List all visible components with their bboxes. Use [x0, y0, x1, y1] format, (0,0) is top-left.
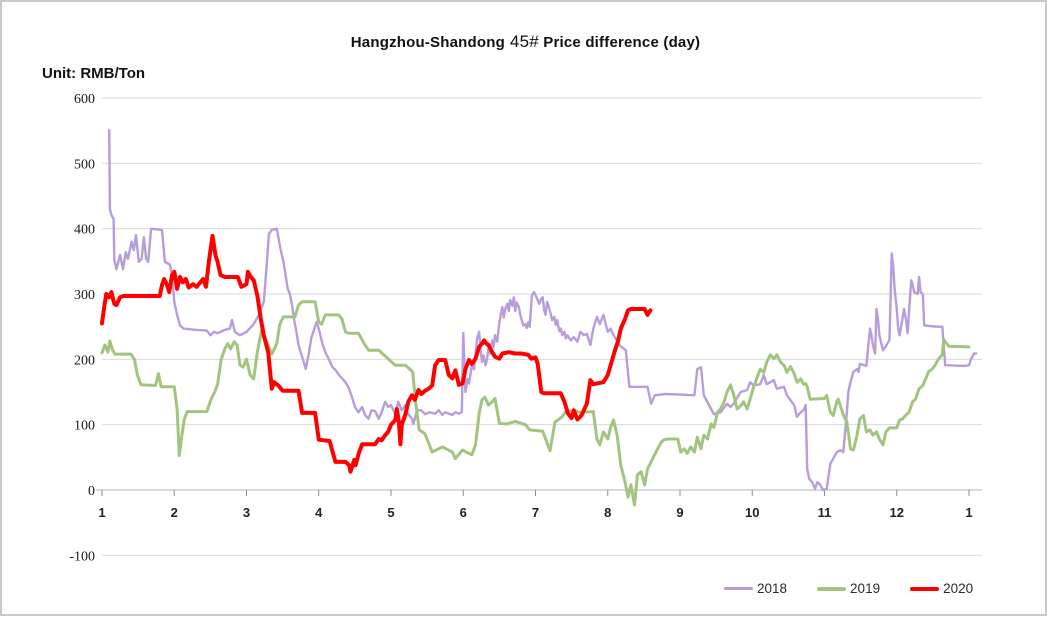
- unit-label: Unit: RMB/Ton: [42, 65, 146, 82]
- x-axis-tick-label: 9: [676, 505, 683, 520]
- y-axis-tick-label: 0: [88, 484, 95, 499]
- x-axis-tick-label: 6: [460, 505, 467, 520]
- legend-item-2018: 2018: [724, 581, 787, 596]
- y-axis-tick-label: 200: [74, 353, 95, 368]
- x-axis-tick-label: 7: [532, 505, 539, 520]
- x-axis-tick-label: 3: [243, 505, 250, 520]
- x-axis-tick-label: 12: [890, 505, 904, 520]
- legend-item-2020: 2020: [910, 581, 973, 596]
- chart-title-prefix: Hangzhou-Shandong: [350, 34, 505, 51]
- x-axis-tick-label: 10: [745, 505, 759, 520]
- chart-title-suffix: Price difference (day): [538, 34, 701, 51]
- x-axis-tick-label: 5: [387, 505, 394, 520]
- legend-swatch-2018: [724, 587, 753, 590]
- chart-title: Hangzhou-Shandong 45# Price difference (…: [2, 32, 1047, 52]
- series-line-2018: [107, 128, 978, 492]
- series-line-2020: [100, 233, 653, 474]
- y-axis-tick-label: 400: [74, 223, 95, 238]
- y-axis-tick-label: 500: [74, 157, 95, 172]
- x-axis-tick-label: 8: [604, 505, 611, 520]
- legend-swatch-2019: [817, 586, 847, 591]
- series-line-2019: [100, 300, 971, 507]
- x-axis-tick-label: 4: [315, 505, 323, 520]
- x-axis-tick-label: 1: [965, 505, 972, 520]
- chart-title-grade: 45#: [509, 32, 539, 51]
- legend-swatch-2020: [910, 586, 940, 591]
- x-axis-tick-label: 11: [818, 505, 832, 520]
- x-axis-tick-label: 2: [171, 505, 178, 520]
- legend-label: 2018: [757, 581, 788, 596]
- x-axis-tick-label: 1: [98, 505, 105, 520]
- y-axis-tick-label: 300: [74, 288, 95, 303]
- legend-label: 2020: [943, 581, 974, 596]
- legend-label: 2019: [850, 581, 881, 596]
- chart-legend: 2018 2019 2020: [724, 581, 973, 596]
- legend-item-2019: 2019: [817, 581, 880, 596]
- y-axis-tick-label: -100: [69, 549, 95, 564]
- y-axis-tick-label: 100: [74, 419, 95, 434]
- y-axis-tick-label: 600: [74, 92, 95, 107]
